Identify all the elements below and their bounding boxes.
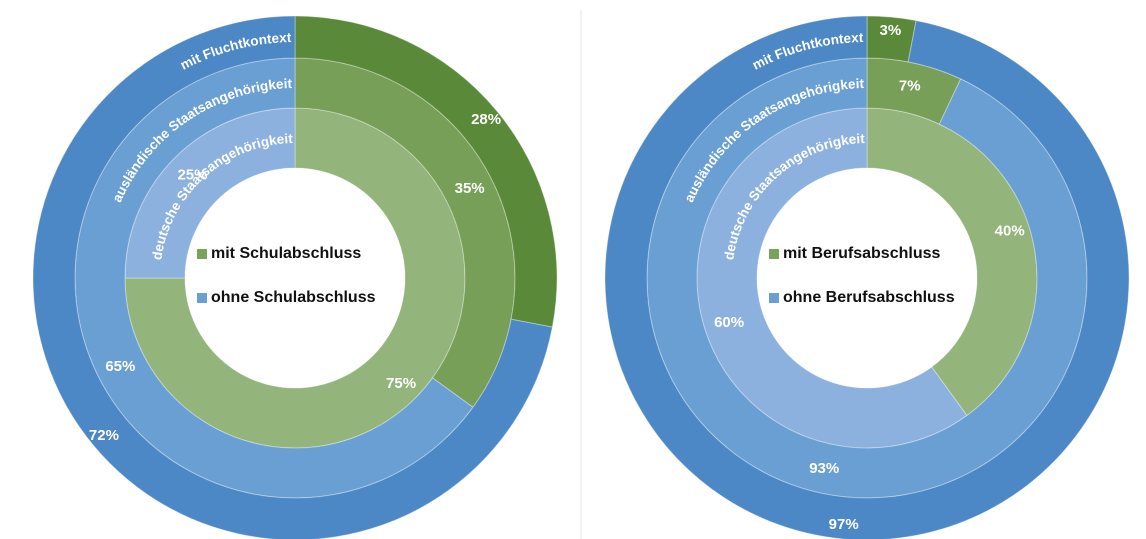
value-label: 93% — [809, 460, 839, 477]
legend-swatch — [769, 249, 779, 259]
donut-hole — [757, 168, 977, 388]
value-label: 40% — [995, 223, 1025, 240]
donut-hole — [185, 168, 405, 388]
ring-segment — [294, 57, 516, 409]
legend-swatch — [769, 293, 779, 303]
value-label: 75% — [386, 375, 416, 392]
value-label: 60% — [714, 314, 744, 331]
legend-label: ohne Berufsabschluss — [783, 289, 955, 306]
ring-segment — [604, 15, 1130, 539]
value-label: 7% — [899, 78, 921, 95]
value-label: 72% — [89, 427, 119, 444]
legend-label: mit Schulabschluss — [211, 245, 361, 262]
legend-label: mit Berufsabschluss — [783, 245, 940, 262]
legend-label: ohne Schulabschluss — [211, 289, 376, 306]
ring-segment — [294, 15, 558, 328]
ring-segment — [866, 57, 962, 125]
value-label: 3% — [879, 22, 901, 39]
ring-segment — [74, 57, 474, 499]
value-label: 28% — [471, 111, 501, 128]
value-label: 25% — [177, 166, 207, 183]
ring-segment — [646, 57, 1088, 499]
value-label: 35% — [455, 180, 485, 197]
value-label: 97% — [829, 516, 859, 533]
legend-swatch — [197, 249, 207, 259]
legend-swatch — [197, 293, 207, 303]
value-label: 65% — [105, 358, 135, 375]
ring-segment — [32, 15, 553, 539]
